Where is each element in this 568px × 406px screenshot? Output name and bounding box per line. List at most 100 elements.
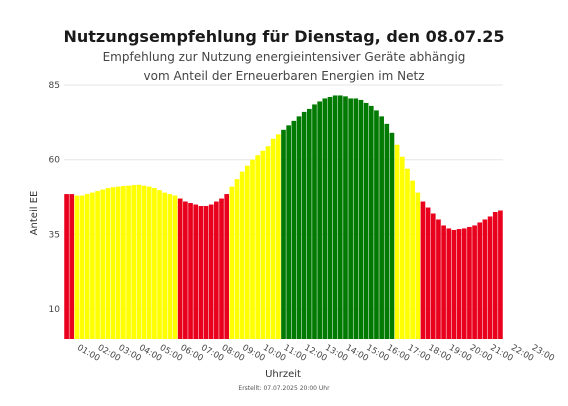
bar [301, 111, 307, 339]
bar [245, 165, 250, 339]
bar [84, 194, 90, 339]
x-tick-label: 18:00 [426, 343, 452, 364]
y-axis: 10 35 60 85 [49, 81, 61, 315]
x-tick-label: 07:00 [199, 343, 225, 364]
bar [167, 194, 173, 339]
bar [234, 179, 240, 339]
x-tick-label: 03:00 [117, 343, 143, 364]
bar [177, 198, 183, 339]
x-axis-label: Uhrzeit [265, 369, 301, 380]
x-tick-label: 11:00 [282, 343, 308, 364]
bar [239, 171, 245, 339]
bar [276, 134, 281, 339]
x-tick-label: 21:00 [488, 343, 514, 364]
bar [115, 186, 121, 339]
bar [322, 98, 328, 339]
bar [121, 186, 126, 339]
bar [172, 195, 178, 339]
x-tick-label: 09:00 [240, 343, 266, 364]
bar [131, 185, 137, 339]
bar [348, 98, 353, 339]
bar [291, 120, 297, 339]
bar [306, 108, 312, 339]
chart-subtitle-line2: vom Anteil der Erneuerbaren Energien im … [143, 69, 425, 83]
bar [312, 104, 317, 339]
x-tick-label: 14:00 [344, 343, 370, 364]
bar [224, 194, 230, 339]
bar [425, 207, 431, 339]
bar [152, 188, 157, 339]
bar [461, 228, 467, 339]
bar [126, 185, 131, 339]
y-tick-label: 60 [49, 156, 61, 166]
bar [368, 105, 374, 339]
bar [430, 213, 436, 339]
y-tick-label: 10 [49, 305, 61, 315]
bar [105, 188, 111, 339]
bar [162, 192, 168, 339]
bar [353, 98, 359, 339]
created-timestamp: Erstellt: 07.07.2025 20:00 Uhr [238, 385, 330, 392]
x-tick-label: 22:00 [509, 343, 535, 364]
bar [358, 99, 364, 339]
x-tick-label: 12:00 [302, 343, 328, 364]
bar [229, 186, 235, 339]
x-tick-label: 10:00 [261, 343, 287, 364]
y-tick-label: 35 [49, 230, 60, 240]
bar [260, 150, 266, 339]
bar [265, 146, 271, 339]
bar [281, 129, 286, 339]
bar [317, 101, 322, 339]
x-tick-label: 17:00 [406, 343, 432, 364]
bar [410, 180, 415, 339]
x-tick-label: 20:00 [468, 343, 494, 364]
x-tick-label: 04:00 [137, 343, 163, 364]
bar [384, 123, 390, 339]
bar [415, 192, 421, 339]
bar [482, 219, 488, 339]
bar [208, 204, 214, 339]
bar [64, 194, 69, 339]
bars [64, 95, 503, 340]
bar [363, 102, 369, 340]
x-tick-label: 23:00 [530, 343, 556, 364]
bar [467, 226, 472, 339]
chart-subtitle-line1: Empfehlung zur Nutzung energieintensiver… [102, 50, 466, 64]
bar [379, 116, 384, 339]
bar [420, 201, 426, 339]
bar [136, 184, 142, 339]
bar [394, 144, 400, 339]
x-axis: 01:0002:0003:0004:0005:0006:0007:0008:00… [75, 343, 556, 364]
bar [286, 125, 291, 339]
bar [337, 95, 343, 340]
x-tick-label: 16:00 [385, 343, 411, 364]
bar [79, 195, 85, 339]
bar [188, 203, 193, 339]
bar [69, 194, 75, 339]
bar [146, 186, 152, 339]
bar [214, 201, 219, 339]
bar [74, 195, 80, 339]
x-tick-label: 02:00 [96, 343, 122, 364]
bar [250, 159, 255, 339]
bar [327, 96, 333, 339]
bar [487, 216, 493, 339]
x-tick-label: 06:00 [179, 343, 205, 364]
bar [451, 229, 457, 339]
bar [198, 206, 204, 339]
x-tick-label: 19:00 [447, 343, 473, 364]
bar [332, 95, 338, 340]
bar [399, 156, 405, 339]
bar [219, 198, 224, 339]
bar [193, 204, 199, 339]
bar [456, 229, 462, 339]
bar [374, 110, 379, 340]
bar [405, 168, 410, 339]
bar [389, 132, 395, 339]
bar [255, 155, 260, 339]
chart-title: Nutzungsempfehlung für Dienstag, den 08.… [63, 27, 505, 46]
bar [441, 225, 446, 339]
bar [110, 187, 116, 339]
bar [498, 210, 503, 339]
